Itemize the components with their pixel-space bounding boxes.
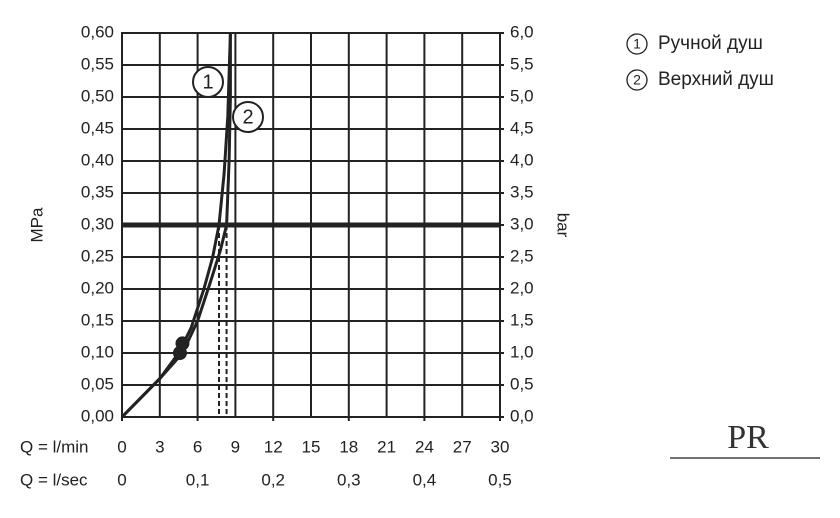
y2-tick-label: 2,0 [510, 278, 534, 297]
legend-marker-label: 2 [633, 72, 641, 88]
x2-tick-label: 0,3 [337, 470, 361, 489]
y-axis-label: MPa [27, 207, 46, 243]
y2-tick-label: 4,0 [510, 150, 534, 169]
x-tick-label: 24 [415, 437, 434, 456]
x2-axis-label: Q = l/sec [20, 470, 88, 489]
y-tick-label: 0,10 [81, 342, 114, 361]
curve-tag [192, 66, 224, 98]
y2-tick-label: 6,0 [510, 22, 534, 41]
legend-label: Верхний душ [658, 69, 774, 90]
x-tick-label: 0 [117, 437, 126, 456]
x2-tick-label: 0,4 [413, 470, 437, 489]
logo: PR [727, 419, 769, 456]
y-tick-label: 0,25 [81, 246, 114, 265]
y-tick-label: 0,45 [81, 118, 114, 137]
plot-frame [121, 32, 501, 418]
y2-tick-label: 5,5 [510, 54, 534, 73]
y2-axis-label: bar [554, 213, 573, 238]
y-tick-label: 0,20 [81, 278, 114, 297]
y-tick-label: 0,05 [81, 374, 114, 393]
x-tick-label: 21 [377, 437, 396, 456]
x-tick-label: 6 [193, 437, 202, 456]
x-axis-label: Q = l/min [20, 437, 89, 456]
curve-tag-label: 2 [242, 106, 253, 128]
y2-tick-label: 2,5 [510, 246, 534, 265]
y2-tick-label: 0,0 [510, 406, 534, 425]
x2-tick-label: 0,1 [186, 470, 210, 489]
x-tick-label: 9 [231, 437, 240, 456]
x-tick-label: 30 [491, 437, 510, 456]
y-tick-label: 0,55 [81, 54, 114, 73]
series-line [120, 33, 232, 419]
y2-tick-label: 3,0 [510, 214, 534, 233]
y2-tick-label: 5,0 [510, 86, 534, 105]
x-tick-label: 27 [453, 437, 472, 456]
legend-label: Ручной душ [658, 33, 763, 54]
y2-tick-label: 1,0 [510, 342, 534, 361]
y-tick-label: 0,50 [81, 86, 114, 105]
curve-tag [232, 101, 264, 133]
y-tick-label: 0,40 [81, 150, 114, 169]
legend-marker [626, 33, 648, 55]
x2-tick-label: 0,2 [261, 470, 285, 489]
y-tick-label: 0,15 [81, 310, 114, 329]
x-tick-label: 12 [264, 437, 283, 456]
y2-tick-label: 0,5 [510, 374, 534, 393]
highlight-point [175, 336, 190, 351]
y-tick-label: 0,00 [81, 406, 114, 425]
x-tick-label: 15 [302, 437, 321, 456]
y-tick-label: 0,60 [81, 22, 114, 41]
legend-marker [626, 69, 648, 91]
x-tick-label: 18 [339, 437, 358, 456]
y2-tick-label: 3,5 [510, 182, 534, 201]
y-tick-label: 0,35 [81, 182, 114, 201]
curve-tag-label: 1 [202, 71, 213, 93]
y2-tick-label: 1,5 [510, 310, 534, 329]
y2-tick-label: 4,5 [510, 118, 534, 137]
x2-tick-label: 0,5 [488, 470, 512, 489]
y-tick-label: 0,30 [81, 214, 114, 233]
legend-marker-label: 1 [633, 36, 641, 52]
x2-tick-label: 0 [117, 470, 126, 489]
x-tick-label: 3 [155, 437, 164, 456]
